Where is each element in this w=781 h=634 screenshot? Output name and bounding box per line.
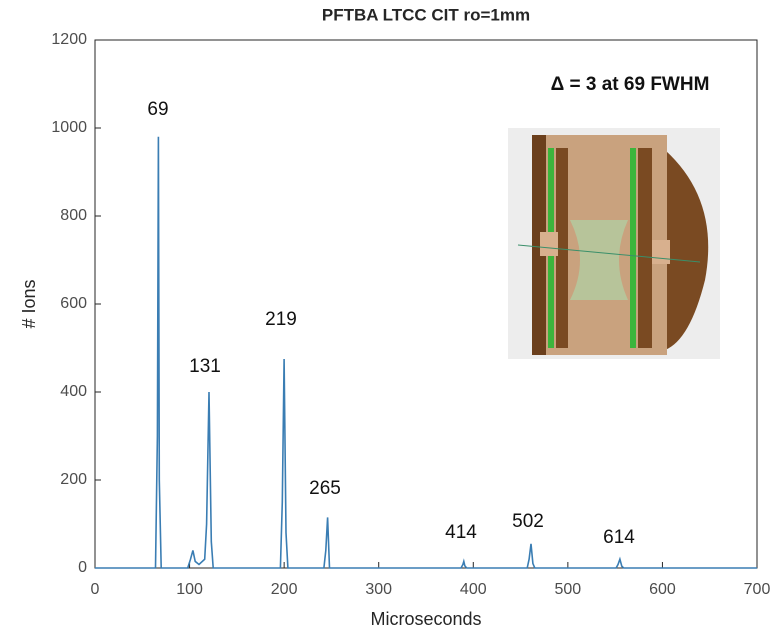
y-tick-label: 1000 — [51, 119, 87, 136]
chart-title: PFTBA LTCC CIT ro=1mm — [322, 5, 530, 24]
x-tick-label: 300 — [365, 581, 392, 598]
annotation: 614 — [603, 527, 635, 548]
x-tick-label: 200 — [271, 581, 298, 598]
x-axis-label: Microseconds — [370, 609, 481, 629]
annotation: 502 — [512, 511, 544, 532]
y-tick-label: 0 — [78, 559, 87, 576]
x-tick-label: 400 — [460, 581, 487, 598]
y-tick-label: 400 — [60, 383, 87, 400]
annotation: 131 — [189, 356, 221, 377]
y-tick-label: 1200 — [51, 31, 87, 48]
annotation: 265 — [309, 478, 341, 499]
y-axis-label: # Ions — [19, 279, 39, 328]
annotation: 219 — [265, 309, 297, 330]
x-tick-label: 700 — [744, 581, 771, 598]
y-tick-label: 800 — [60, 207, 87, 224]
x-tick-label: 0 — [91, 581, 100, 598]
x-tick-label: 500 — [555, 581, 582, 598]
y-tick-label: 600 — [60, 295, 87, 312]
x-tick-label: 600 — [649, 581, 676, 598]
chart: PFTBA LTCC CIT ro=1mm Microseconds # Ion… — [0, 0, 781, 634]
annotation: 414 — [445, 522, 477, 543]
annotation: Δ = 3 at 69 FWHM — [551, 74, 710, 95]
annotation: 69 — [147, 99, 168, 120]
x-tick-label: 100 — [176, 581, 203, 598]
y-tick-label: 200 — [60, 471, 87, 488]
inset-image — [508, 128, 720, 359]
